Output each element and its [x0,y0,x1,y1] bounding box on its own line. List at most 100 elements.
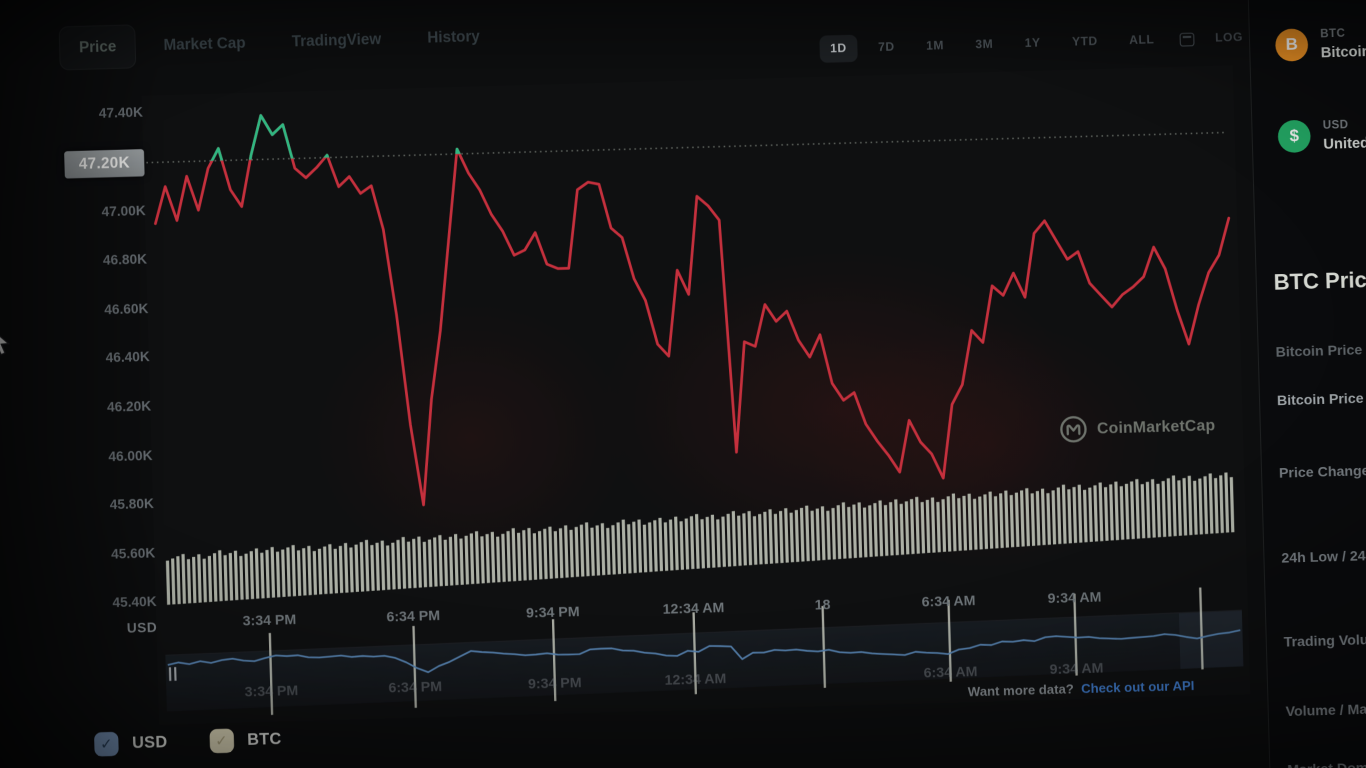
volume-bar [260,552,265,599]
volume-bar [212,553,218,602]
navigator-x-label: 9:34 PM [527,674,582,692]
volume-bar [527,527,532,581]
volume-bar [181,553,186,604]
price-statistics-heading: BTC Price St [1273,267,1366,296]
volume-bar [648,522,653,572]
volume-bar [611,525,616,575]
volume-bar [978,496,983,550]
volume-bar [1119,486,1125,540]
volume-bar [915,496,920,554]
volume-bar [349,547,354,593]
coin-name: Bitcoin [1320,42,1366,61]
volume-bar [957,497,962,551]
legend-toggle-btc[interactable]: ✓ BTC [209,727,282,754]
volume-bar [689,516,695,570]
volume-bar [983,494,989,550]
volume-bar [862,507,868,558]
volume-bar [1145,481,1151,539]
volume-bar [1177,480,1182,536]
volume-bar [422,541,428,588]
volume-bar [401,536,407,589]
volume-bar [1098,482,1104,542]
volume-bar [742,513,747,566]
x-axis-label: 3:34 PM [242,611,297,629]
volume-bar [302,548,307,596]
converter-row-btc[interactable]: B BTC Bitcoin [1274,27,1366,62]
volume-bar [584,522,590,577]
volume-bar [307,545,312,596]
volume-bar [1219,475,1224,534]
volume-bar [244,553,249,600]
volume-bar [716,519,721,568]
watermark: CoinMarketCap [1059,411,1216,444]
volume-bar [805,505,810,562]
x-axis-label: 9:34 PM [525,603,580,621]
volume-bar [537,530,543,580]
volume-bar [249,551,255,600]
bitcoin-icon: B [1274,28,1309,62]
stat-row: Bitcoin Price Tod [1275,341,1366,361]
legend-label: USD [131,732,168,752]
legend-checkbox-usd[interactable]: ✓ [93,731,119,757]
volume-bar [1140,484,1146,539]
coin-name: United St [1323,133,1366,152]
volume-bar [936,501,941,553]
price-line-above-baseline [154,114,1231,163]
volume-bar [338,545,344,594]
volume-bar [406,541,412,589]
volume-bar [820,506,826,561]
legend-toggle-usd[interactable]: ✓ USD [93,730,168,757]
volume-bar [721,516,726,567]
volume-bar [999,493,1004,549]
volume-bar [474,531,480,584]
volume-bar [207,555,213,602]
volume-bar [1156,483,1162,538]
x-axis-label: 9:34 AM [1047,588,1102,606]
volume-bar [1130,481,1135,540]
volume-bar [1193,480,1198,535]
volume-bar [396,539,401,590]
volume-bar [553,531,559,579]
volume-bar [516,532,522,581]
volume-bar [857,502,863,558]
volume-bar [579,524,585,577]
volume-bar [799,507,805,562]
volume-bar [485,533,491,584]
dollar-icon: $ [1277,119,1311,154]
volume-bar [1009,494,1015,548]
volume-bar [868,505,873,557]
x-axis-label: 6:34 AM [921,592,976,610]
x-axis-label: 12:34 AM [662,599,725,617]
volume-bar [763,511,768,565]
volume-bar [653,520,658,572]
volume-bar [1198,478,1203,535]
volume-bar [496,536,501,583]
volume-bar [815,508,821,561]
volume-bar [464,535,470,585]
volume-bar [1046,493,1051,545]
volume-bar [275,551,281,598]
volume-bar [1124,483,1130,540]
volume-bar [826,510,831,560]
volume-bar [909,499,915,555]
stat-row: Trading Volume [1283,631,1366,650]
volume-bar [532,533,538,580]
legend-checkbox-btc[interactable]: ✓ [209,728,234,754]
volume-bar [1135,479,1141,539]
volume-bar [894,499,899,556]
api-promo-text: Want more data? [967,681,1075,700]
navigator-x-label: 6:34 AM [923,663,978,681]
volume-bar [747,511,753,566]
volume-bar [296,550,302,596]
volume-bar [737,515,742,566]
volume-bar [443,539,449,586]
volume-bar [501,533,506,582]
volume-bar [448,536,454,586]
volume-bar [1224,472,1230,533]
volume-bar [511,528,517,582]
volume-bar [841,502,847,559]
